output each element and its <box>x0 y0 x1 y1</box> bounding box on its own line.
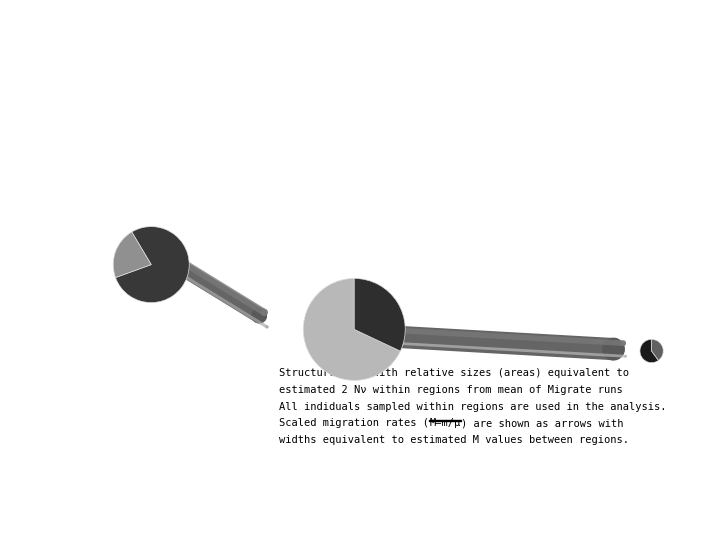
Text: M=m/μ: M=m/μ <box>429 418 461 429</box>
Wedge shape <box>113 232 151 278</box>
Text: estimated 2 Nν within regions from mean of Migrate runs: estimated 2 Nν within regions from mean … <box>279 385 623 395</box>
Text: widths equivalent to estimated M values between regions.: widths equivalent to estimated M values … <box>279 435 629 445</box>
Bar <box>429 420 461 421</box>
Text: All indiduals sampled within regions are used in the analysis.: All indiduals sampled within regions are… <box>279 402 667 412</box>
Wedge shape <box>640 339 659 363</box>
Wedge shape <box>303 279 400 380</box>
Text: ) are shown as arrows with: ) are shown as arrows with <box>461 418 623 429</box>
Text: Structure pies with relative sizes (areas) equivalent to: Structure pies with relative sizes (area… <box>279 368 629 379</box>
Text: Scaled migration rates (: Scaled migration rates ( <box>279 418 429 429</box>
Wedge shape <box>354 279 405 351</box>
Wedge shape <box>652 339 663 360</box>
Wedge shape <box>115 227 189 302</box>
